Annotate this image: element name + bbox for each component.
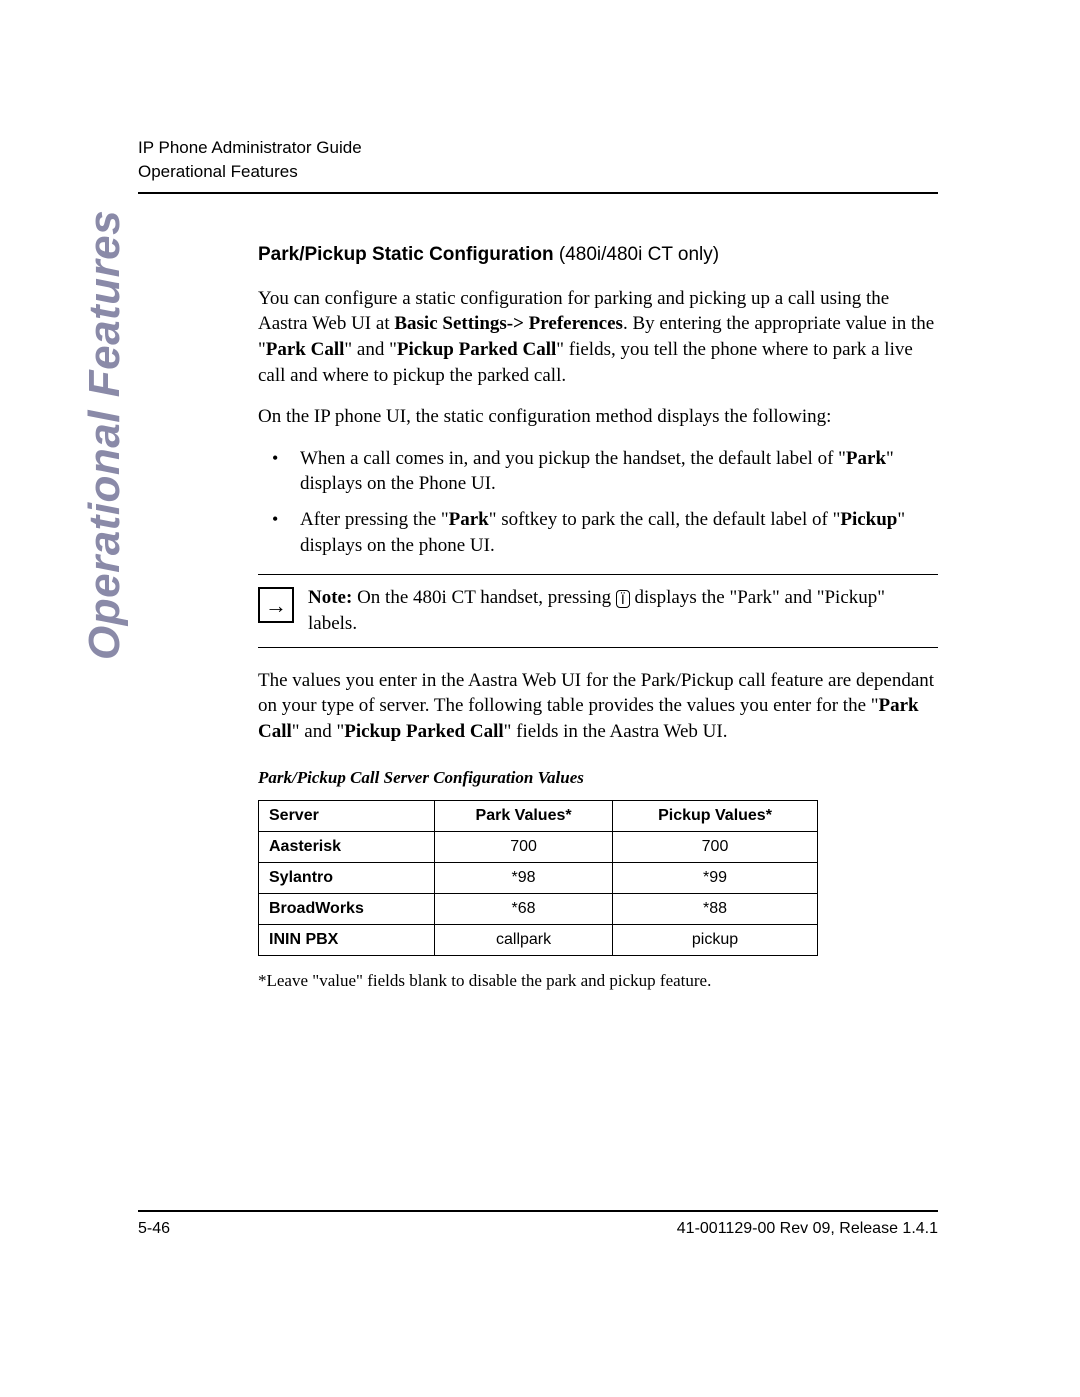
col-park: Park Values* — [435, 800, 613, 831]
main-content: Park/Pickup Static Configuration (480i/4… — [258, 242, 938, 992]
header-section-title: Operational Features — [138, 162, 938, 182]
note-pre: On the 480i CT handset, pressing — [352, 587, 616, 608]
config-values-table: Server Park Values* Pickup Values* Aaste… — [258, 800, 818, 956]
handset-key-icon: Ï — [616, 590, 630, 608]
table-footnote: *Leave "value" fields blank to disable t… — [258, 970, 938, 993]
b2-bold2: Pickup — [840, 509, 897, 530]
doc-revision: 41-001129-00 Rev 09, Release 1.4.1 — [677, 1220, 938, 1238]
p3-bold2: Pickup Parked Call — [344, 721, 503, 742]
p3-text: The values you enter in the Aastra Web U… — [258, 670, 934, 717]
cell-server: Aasterisk — [259, 831, 435, 862]
bullet-item-2: After pressing the "Park" softkey to par… — [258, 507, 938, 558]
bullet-item-1: When a call comes in, and you pickup the… — [258, 446, 938, 497]
b2-bold1: Park — [449, 509, 489, 530]
p1-text3: " and " — [344, 339, 396, 360]
table-header-row: Server Park Values* Pickup Values* — [259, 800, 818, 831]
cell-server: ININ PBX — [259, 924, 435, 955]
table-caption: Park/Pickup Call Server Configuration Va… — [258, 767, 938, 790]
note-label: Note: — [308, 587, 352, 608]
section-heading-rest: (480i/480i CT only) — [554, 244, 719, 265]
table-row: Aasterisk 700 700 — [259, 831, 818, 862]
cell-pickup: 700 — [613, 831, 818, 862]
paragraph-1: You can configure a static configuration… — [258, 286, 938, 389]
cell-pickup: *99 — [613, 862, 818, 893]
p1-bold1: Basic Settings-> Preferences — [394, 313, 623, 334]
cell-park: 700 — [435, 831, 613, 862]
p1-bold2: Park Call — [266, 339, 345, 360]
note-text: Note: On the 480i CT handset, pressing Ï… — [308, 585, 938, 636]
table-row: BroadWorks *68 *88 — [259, 893, 818, 924]
p3-text3: " fields in the Aastra Web UI. — [504, 721, 728, 742]
page-footer: 5-46 41-001129-00 Rev 09, Release 1.4.1 — [138, 1210, 938, 1238]
page-number: 5-46 — [138, 1220, 170, 1238]
cell-server: BroadWorks — [259, 893, 435, 924]
p3-text2: " and " — [292, 721, 344, 742]
note-block: → Note: On the 480i CT handset, pressing… — [258, 574, 938, 647]
header-divider — [138, 192, 938, 194]
table-row: Sylantro *98 *99 — [259, 862, 818, 893]
cell-pickup: pickup — [613, 924, 818, 955]
b1-bold: Park — [846, 448, 886, 469]
cell-park: callpark — [435, 924, 613, 955]
table-row: ININ PBX callpark pickup — [259, 924, 818, 955]
arrow-right-icon: → — [258, 587, 294, 623]
cell-park: *98 — [435, 862, 613, 893]
paragraph-3: The values you enter in the Aastra Web U… — [258, 668, 938, 745]
section-heading-bold: Park/Pickup Static Configuration — [258, 244, 554, 265]
paragraph-2: On the IP phone UI, the static configura… — [258, 404, 938, 430]
side-tab-label: Operational Features — [80, 210, 130, 660]
cell-server: Sylantro — [259, 862, 435, 893]
header-guide-title: IP Phone Administrator Guide — [138, 138, 938, 158]
footer-divider — [138, 1210, 938, 1212]
col-pickup: Pickup Values* — [613, 800, 818, 831]
bullet-list: When a call comes in, and you pickup the… — [258, 446, 938, 559]
p1-bold3: Pickup Parked Call — [397, 339, 556, 360]
cell-park: *68 — [435, 893, 613, 924]
b2-text: After pressing the " — [300, 509, 449, 530]
b1-text: When a call comes in, and you pickup the… — [300, 448, 846, 469]
col-server: Server — [259, 800, 435, 831]
section-heading: Park/Pickup Static Configuration (480i/4… — [258, 242, 938, 268]
page-body: IP Phone Administrator Guide Operational… — [138, 138, 938, 992]
b2-text2: " softkey to park the call, the default … — [489, 509, 841, 530]
cell-pickup: *88 — [613, 893, 818, 924]
